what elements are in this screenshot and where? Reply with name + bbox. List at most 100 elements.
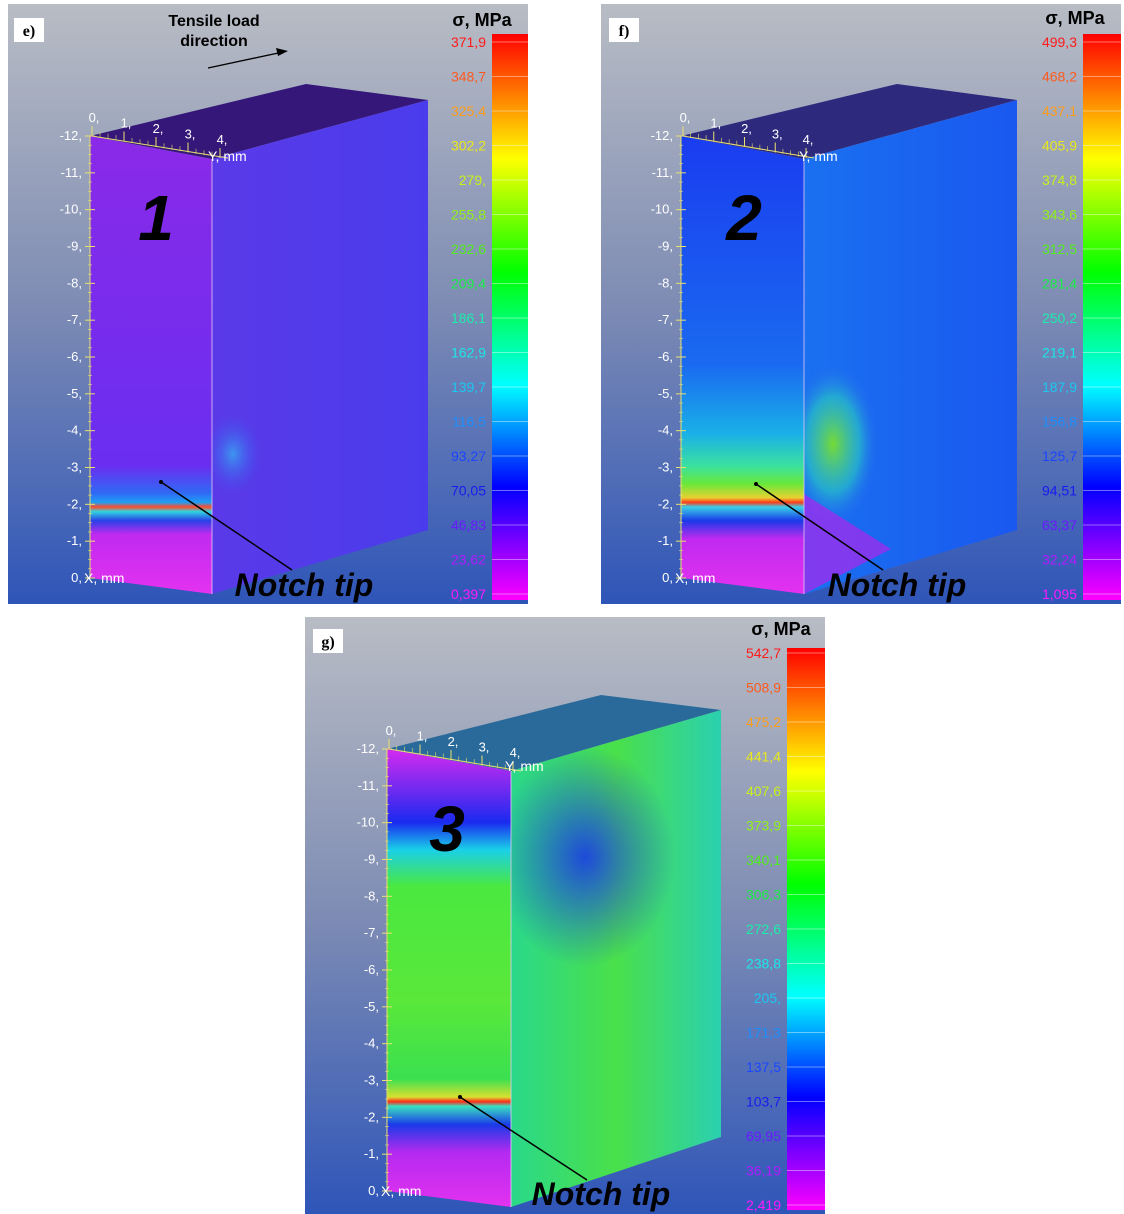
x-tick-label: -2, (658, 496, 673, 511)
case-number: 1 (138, 182, 174, 254)
y-tick-label: 3, (772, 127, 783, 142)
x-tick-label: -6, (67, 349, 82, 364)
colorbar-tick-label: 94,51 (1042, 483, 1077, 499)
colorbar-tick-label: 508,9 (746, 680, 781, 696)
panel-e-figure: -12, -11, -10, -9, -8, -7, -6, -5, -4, -3, -2, -1, 0… (8, 4, 528, 604)
y-tick-label: 3, (479, 740, 490, 755)
x-tick-label: -7, (658, 312, 673, 327)
colorbar-tick-label: 187,9 (1042, 379, 1077, 395)
colorbar-tick-label: 116,5 (452, 414, 486, 430)
panel-tag-box (313, 629, 343, 653)
y-tick-label: 4, (510, 745, 521, 760)
colorbar-tick-label: 238,8 (746, 956, 781, 972)
x-tick-label: -12, (357, 741, 379, 756)
colorbar-tick-label: 343,6 (1042, 207, 1077, 223)
x-tick-label: -3, (364, 1073, 379, 1088)
panel-tag: f) (619, 23, 630, 40)
colorbar-tick-label: 371,9 (451, 34, 486, 50)
colorbar-tick-label: 137,5 (746, 1059, 781, 1075)
x-tick-label: -12, (60, 128, 82, 143)
colorbar-tick-label: 542,7 (746, 645, 781, 661)
colorbar-title: σ, MPa (1045, 8, 1105, 28)
colorbar (492, 34, 528, 600)
x-axis-ticks: -12, -11, -10, -9, -8, -7, -6, -5, -4, -3, -2, -1, 0… (651, 128, 686, 585)
colorbar-ticks: 542,7 508,9 475,2 441,4 407,6 373,9 340,1 306,3… (746, 645, 825, 1213)
y-tick-label: 1, (121, 116, 132, 131)
colorbar-title: σ, MPa (452, 10, 512, 30)
notch-tip-label: Notch tip (828, 567, 967, 603)
colorbar-tick-label: 306,3 (746, 887, 781, 903)
colorbar-tick-label: 209,4 (451, 276, 486, 292)
panel-tag: e) (23, 23, 35, 40)
x-tick-label: 0, (368, 1183, 379, 1198)
panel-g: -12, -11, -10, -9, -8, -7, -6, -5, -4, -3, -2, -1, 0… (305, 617, 825, 1214)
notch-tip-label: Notch tip (532, 1176, 671, 1212)
block-side-face (212, 100, 428, 594)
colorbar-tick-label: 348,7 (451, 69, 486, 85)
colorbar-tick-label: 70,05 (451, 483, 486, 499)
y-tick-label: 1, (417, 729, 428, 744)
colorbar-tick-label: 374,8 (1042, 172, 1077, 188)
colorbar-tick-label: 475,2 (746, 714, 781, 730)
colorbar-tick-label: 255,8 (451, 207, 486, 223)
y-axis-label: Y, mm (799, 148, 838, 164)
x-tick-label: -7, (67, 312, 82, 327)
panel-e: -12, -11, -10, -9, -8, -7, -6, -5, -4, -3, -2, -1, 0… (8, 4, 528, 604)
case-number: 3 (429, 793, 465, 865)
y-tick-label: 2, (153, 121, 164, 136)
colorbar-tick-label: 340,1 (746, 852, 781, 868)
x-tick-label: -8, (658, 275, 673, 290)
y-tick-label: 0, (680, 110, 691, 125)
x-tick-label: -6, (364, 962, 379, 977)
colorbar-tick-label: 405,9 (1042, 138, 1077, 154)
colorbar-ticks: 499,3 468,2 437,1 405,9 374,8 343,6 312,5 281,4… (1042, 34, 1121, 602)
x-tick-label: -4, (364, 1036, 379, 1051)
x-tick-label: 0, (71, 570, 82, 585)
panel-g-figure: -12, -11, -10, -9, -8, -7, -6, -5, -4, -3, -2, -1, 0… (305, 617, 825, 1214)
x-tick-label: -8, (67, 275, 82, 290)
colorbar-title: σ, MPa (751, 619, 811, 639)
y-tick-label: 3, (185, 127, 196, 142)
colorbar-tick-label: 232,6 (451, 241, 486, 257)
colorbar-tick-label: 219,1 (1042, 345, 1077, 361)
x-tick-label: -1, (364, 1146, 379, 1161)
x-tick-label: -12, (651, 128, 673, 143)
notch-pointer-line (459, 1096, 588, 1181)
x-axis-label: X, mm (381, 1183, 421, 1199)
block-front-face (90, 136, 212, 594)
colorbar-tick-label: 139,7 (451, 379, 486, 395)
x-tick-label: -4, (658, 423, 673, 438)
colorbar-tick-label: 407,6 (746, 783, 781, 799)
y-tick-label: 0, (386, 723, 397, 738)
y-tick-label: 0, (89, 110, 100, 125)
colorbar-tick-label: 250,2 (1042, 310, 1077, 326)
colorbar-tick-label: 103,7 (746, 1094, 781, 1110)
x-tick-label: -7, (364, 925, 379, 940)
y-tick-label: 2, (448, 734, 459, 749)
case-number: 2 (725, 182, 762, 254)
panel-f-figure: -12, -11, -10, -9, -8, -7, -6, -5, -4, -3, -2, -1, 0… (601, 4, 1121, 604)
x-axis-label: X, mm (675, 570, 715, 586)
colorbar-tick-label: 36,19 (746, 1163, 781, 1179)
x-tick-label: -4, (67, 423, 82, 438)
panel-tag-box (609, 18, 639, 42)
y-axis-label: Y, mm (505, 758, 544, 774)
colorbar-tick-label: 125,7 (1042, 448, 1077, 464)
colorbar-tick-label: 373,9 (746, 818, 781, 834)
y-axis-ticks: 0, 1, 2, 3, 4, (386, 723, 522, 772)
colorbar-tick-label: 162,9 (451, 345, 486, 361)
y-tick-label: 1, (710, 116, 721, 131)
panel-tag-box (14, 18, 44, 42)
block-front-face (681, 136, 804, 594)
y-axis-ticks: 0, 1, 2, 3, 4, (680, 110, 815, 159)
colorbar-tick-label: 171,3 (746, 1025, 781, 1041)
x-tick-label: -3, (67, 460, 82, 475)
x-tick-label: -2, (364, 1109, 379, 1124)
x-tick-label: -6, (658, 349, 673, 364)
colorbar-tick-label: 468,2 (1042, 69, 1077, 85)
block-top-face (387, 695, 721, 771)
load-arrow (207, 51, 284, 69)
colorbar-tick-label: 46,83 (451, 517, 486, 533)
colorbar-tick-label: 186,1 (451, 310, 486, 326)
load-label-line2: direction (180, 33, 248, 50)
